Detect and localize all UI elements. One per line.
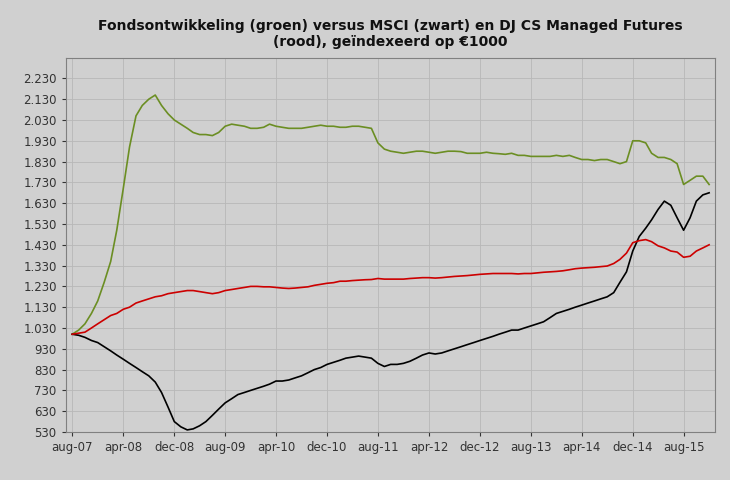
Title: Fondsontwikkeling (groen) versus MSCI (zwart) en DJ CS Managed Futures
(rood), g: Fondsontwikkeling (groen) versus MSCI (z…	[99, 19, 683, 49]
